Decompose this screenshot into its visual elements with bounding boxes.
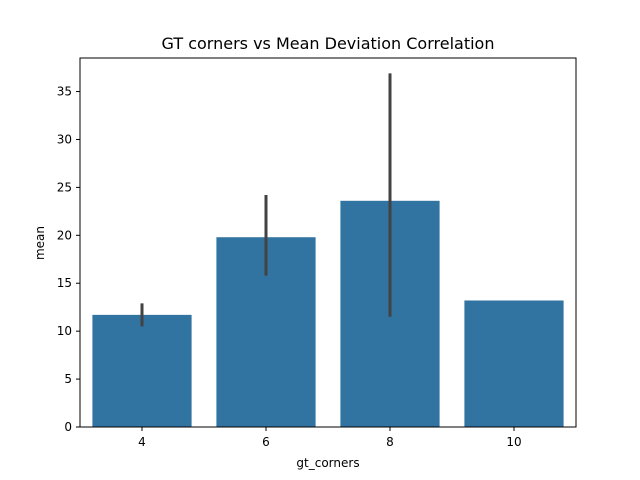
bar-10 [464, 300, 564, 427]
chart-title: GT corners vs Mean Deviation Correlation [162, 34, 495, 53]
y-tick-label-30: 30 [57, 132, 72, 146]
y-tick-label-10: 10 [57, 324, 72, 338]
x-tick-label-4: 4 [138, 435, 146, 449]
y-tick-label-25: 25 [57, 180, 72, 194]
y-axis-label: mean [33, 226, 47, 260]
x-tick-label-10: 10 [506, 435, 521, 449]
y-axis: 0 5 10 15 20 25 30 35 [57, 85, 80, 434]
x-tick-label-6: 6 [262, 435, 270, 449]
y-tick-label-0: 0 [64, 420, 72, 434]
x-axis-label: gt_corners [296, 456, 359, 470]
y-tick-label-5: 5 [64, 372, 72, 386]
y-tick-label-20: 20 [57, 228, 72, 242]
bar-4 [92, 314, 192, 427]
x-axis: 4 6 8 10 [138, 427, 522, 449]
y-tick-label-15: 15 [57, 276, 72, 290]
x-tick-label-8: 8 [386, 435, 394, 449]
plot-frame [79, 57, 577, 428]
error-bars-layer [140, 73, 392, 327]
y-tick-label-35: 35 [57, 85, 72, 99]
